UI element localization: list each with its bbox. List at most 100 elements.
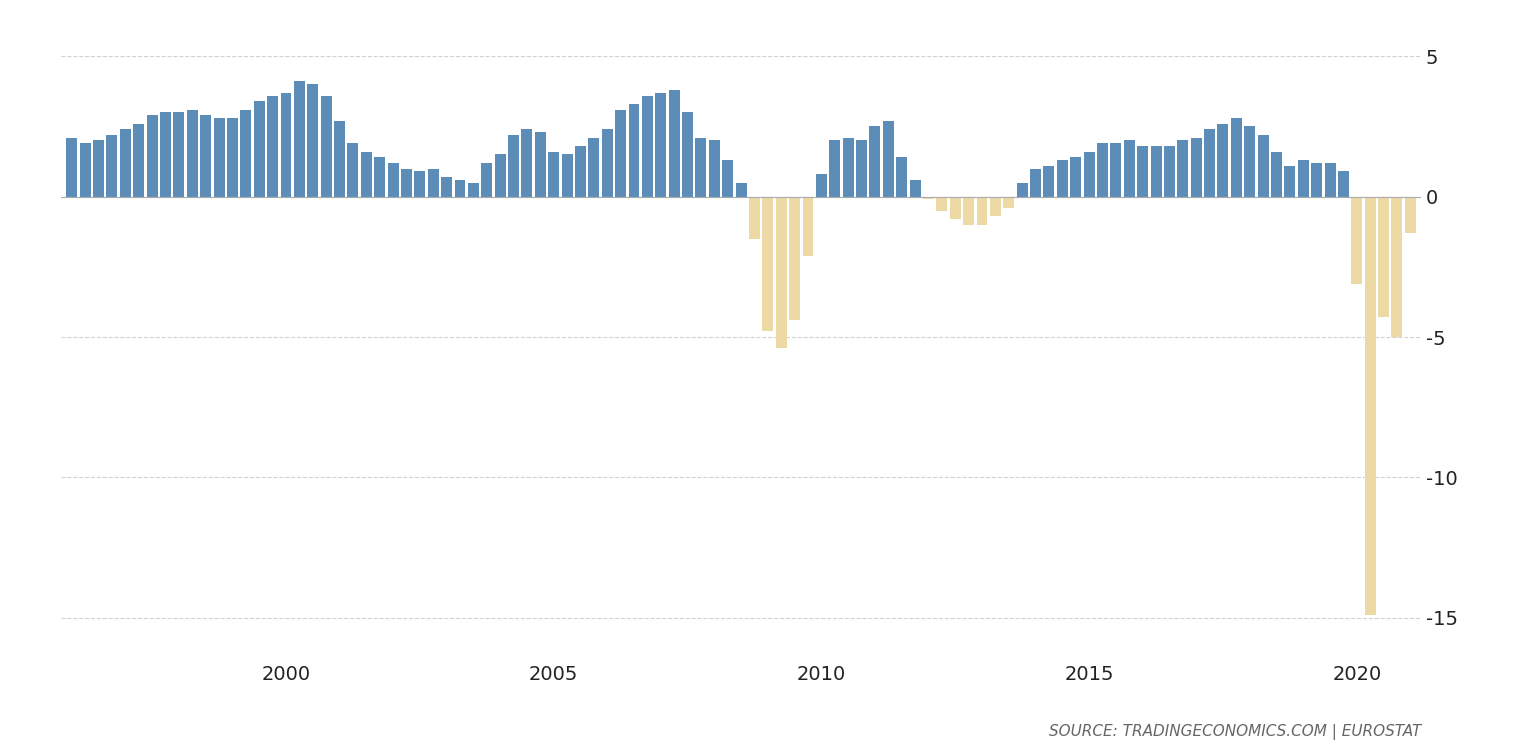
Bar (147, 116, 157, 196)
Bar (481, 163, 492, 196)
Bar (816, 174, 827, 196)
Bar (1151, 146, 1161, 196)
Bar (616, 110, 626, 196)
Bar (869, 127, 880, 196)
Bar (709, 140, 720, 196)
Bar (1190, 138, 1201, 196)
Bar (186, 110, 197, 196)
Bar (1392, 196, 1403, 337)
Bar (1258, 135, 1268, 196)
Bar (495, 154, 506, 196)
Bar (228, 118, 238, 196)
Bar (788, 196, 801, 320)
Bar (347, 143, 359, 196)
Bar (1365, 196, 1375, 615)
Bar (1044, 166, 1054, 196)
Text: SOURCE: TRADINGECONOMICS.COM | EUROSTAT: SOURCE: TRADINGECONOMICS.COM | EUROSTAT (1048, 724, 1421, 740)
Bar (1016, 182, 1028, 196)
Bar (856, 140, 866, 196)
Bar (628, 104, 640, 196)
Bar (374, 158, 385, 196)
Bar (321, 95, 332, 196)
Bar (107, 135, 118, 196)
Bar (200, 116, 211, 196)
Bar (1311, 163, 1322, 196)
Bar (240, 110, 251, 196)
Bar (562, 154, 573, 196)
Bar (1057, 160, 1068, 196)
Bar (66, 138, 78, 196)
Bar (695, 138, 706, 196)
Bar (575, 146, 585, 196)
Bar (442, 177, 452, 197)
Bar (1339, 171, 1349, 196)
Bar (119, 129, 131, 196)
Bar (507, 135, 520, 196)
Bar (1297, 160, 1309, 196)
Bar (1004, 196, 1015, 208)
Bar (214, 118, 225, 196)
Bar (883, 121, 894, 196)
Bar (93, 140, 104, 196)
Bar (723, 160, 733, 196)
Bar (1164, 146, 1175, 196)
Bar (1111, 143, 1122, 196)
Bar (454, 180, 466, 196)
Bar (842, 138, 854, 196)
Bar (388, 163, 399, 196)
Bar (937, 196, 947, 211)
Bar (1083, 152, 1094, 196)
Bar (1232, 118, 1242, 196)
Bar (1271, 152, 1282, 196)
Bar (400, 169, 413, 196)
Bar (468, 182, 478, 196)
Bar (293, 82, 306, 196)
Bar (1244, 127, 1254, 196)
Bar (1097, 143, 1108, 196)
Bar (897, 158, 908, 196)
Bar (173, 112, 185, 196)
Bar (963, 196, 975, 225)
Bar (267, 95, 278, 196)
Bar (1404, 196, 1416, 233)
Bar (976, 196, 987, 225)
Bar (254, 101, 264, 196)
Bar (735, 182, 747, 196)
Bar (307, 84, 318, 196)
Bar (428, 169, 439, 196)
Bar (923, 196, 934, 200)
Bar (602, 129, 613, 196)
Bar (1030, 169, 1041, 196)
Bar (1204, 129, 1215, 196)
Bar (361, 152, 371, 196)
Bar (1218, 124, 1229, 196)
Bar (335, 121, 345, 196)
Bar (79, 143, 90, 196)
Bar (642, 95, 652, 196)
Bar (1177, 140, 1189, 196)
Bar (414, 171, 425, 196)
Bar (656, 93, 666, 196)
Bar (1351, 196, 1363, 284)
Bar (1070, 158, 1082, 196)
Bar (588, 138, 599, 196)
Bar (160, 112, 171, 196)
Bar (549, 152, 559, 196)
Bar (281, 93, 292, 196)
Bar (749, 196, 759, 238)
Bar (521, 129, 532, 196)
Bar (1378, 196, 1389, 317)
Bar (669, 90, 680, 196)
Bar (1325, 163, 1335, 196)
Bar (681, 112, 694, 196)
Bar (802, 196, 813, 256)
Bar (1123, 140, 1135, 196)
Bar (909, 180, 920, 196)
Bar (990, 196, 1001, 216)
Bar (1285, 166, 1296, 196)
Bar (950, 196, 961, 219)
Bar (1137, 146, 1148, 196)
Bar (830, 140, 840, 196)
Bar (535, 132, 545, 196)
Bar (776, 196, 787, 348)
